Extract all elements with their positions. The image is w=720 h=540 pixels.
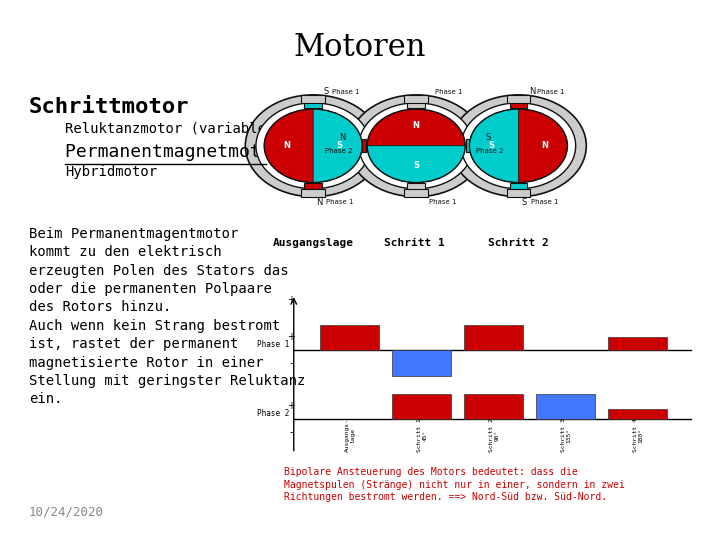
Bar <box>392 394 451 419</box>
Bar <box>351 139 366 152</box>
Bar <box>608 409 667 419</box>
Bar <box>474 137 484 154</box>
Text: Hybridmotor: Hybridmotor <box>65 165 157 179</box>
Wedge shape <box>264 109 313 183</box>
Text: -: - <box>289 358 292 368</box>
Bar <box>507 189 530 197</box>
Wedge shape <box>313 109 362 183</box>
Text: Phase 1: Phase 1 <box>537 89 564 95</box>
Bar <box>507 95 530 103</box>
Text: Schritt 1
45°: Schritt 1 45° <box>417 418 428 452</box>
Bar <box>464 394 523 419</box>
Bar <box>305 184 322 194</box>
Text: Schritt 2: Schritt 2 <box>488 238 549 248</box>
Text: +: + <box>287 295 295 305</box>
Wedge shape <box>367 109 465 146</box>
Circle shape <box>461 103 576 189</box>
Text: Schritt 3
135°: Schritt 3 135° <box>561 418 572 452</box>
Text: S: S <box>413 161 419 170</box>
Wedge shape <box>518 109 567 183</box>
Circle shape <box>246 95 381 197</box>
Bar <box>510 97 527 108</box>
Text: S: S <box>324 87 329 96</box>
Text: Schritt 4
180°: Schritt 4 180° <box>633 418 644 452</box>
Bar <box>608 338 667 350</box>
Bar <box>510 184 527 194</box>
Text: +: + <box>287 401 295 411</box>
Text: Schrittmotor: Schrittmotor <box>29 97 189 117</box>
Text: N: N <box>413 122 420 130</box>
Text: S: S <box>485 133 491 143</box>
Bar <box>536 394 595 419</box>
Text: Permanentmagnetmotor PM: Permanentmagnetmotor PM <box>65 143 315 161</box>
Text: Reluktanzmotor (variable reluctance VR ): Reluktanzmotor (variable reluctance VR ) <box>65 122 400 136</box>
Circle shape <box>348 95 484 197</box>
Bar <box>464 325 523 350</box>
Bar <box>302 189 325 197</box>
Text: Phase 2: Phase 2 <box>325 148 352 154</box>
Text: N: N <box>316 198 323 207</box>
Circle shape <box>367 109 465 183</box>
Text: +: + <box>287 332 295 342</box>
Bar <box>392 350 451 376</box>
Bar <box>405 189 428 197</box>
Text: N: N <box>529 87 536 96</box>
Text: S: S <box>337 141 343 150</box>
Text: Schritt 1: Schritt 1 <box>384 238 444 248</box>
Text: Phase 1: Phase 1 <box>435 89 462 95</box>
Text: Phase 1: Phase 1 <box>257 340 289 349</box>
Circle shape <box>359 103 474 189</box>
Text: Phase 2: Phase 2 <box>257 409 289 418</box>
Text: N: N <box>283 141 290 150</box>
Text: S: S <box>489 141 495 150</box>
Text: 10/24/2020: 10/24/2020 <box>29 505 104 518</box>
Text: Bipolare Ansteuerung des Motors bedeutet: dass die
Magnetspulen (Stränge) nicht : Bipolare Ansteuerung des Motors bedeutet… <box>284 468 625 502</box>
Wedge shape <box>367 146 465 183</box>
Text: Phase 2: Phase 2 <box>477 148 504 154</box>
Text: Schritt 2
90°: Schritt 2 90° <box>489 418 500 452</box>
Text: Beim Permanentmagentmotor
kommt zu den elektrisch
erzeugten Polen des Stators da: Beim Permanentmagentmotor kommt zu den e… <box>29 227 305 407</box>
Text: N: N <box>541 141 549 150</box>
Bar <box>348 137 359 154</box>
Text: S: S <box>521 198 526 207</box>
Text: -: - <box>289 427 292 437</box>
Bar <box>467 139 481 152</box>
Bar <box>305 97 322 108</box>
Bar <box>405 95 428 103</box>
Text: Motoren: Motoren <box>294 32 426 63</box>
Text: N: N <box>339 133 346 143</box>
Text: Phase 1: Phase 1 <box>326 199 354 206</box>
Circle shape <box>451 95 586 197</box>
Bar <box>408 97 425 108</box>
Text: Ausgangslage: Ausgangslage <box>273 238 354 248</box>
Bar <box>320 325 379 350</box>
Bar <box>302 95 325 103</box>
Text: Ausgangs-
lage: Ausgangs- lage <box>345 418 356 452</box>
Circle shape <box>469 109 567 183</box>
Bar <box>408 184 425 194</box>
Text: Phase 1: Phase 1 <box>332 89 359 95</box>
Text: Phase 1: Phase 1 <box>429 199 456 206</box>
Wedge shape <box>469 109 518 183</box>
Circle shape <box>264 109 362 183</box>
Circle shape <box>256 103 371 189</box>
Text: Phase 1: Phase 1 <box>531 199 559 206</box>
